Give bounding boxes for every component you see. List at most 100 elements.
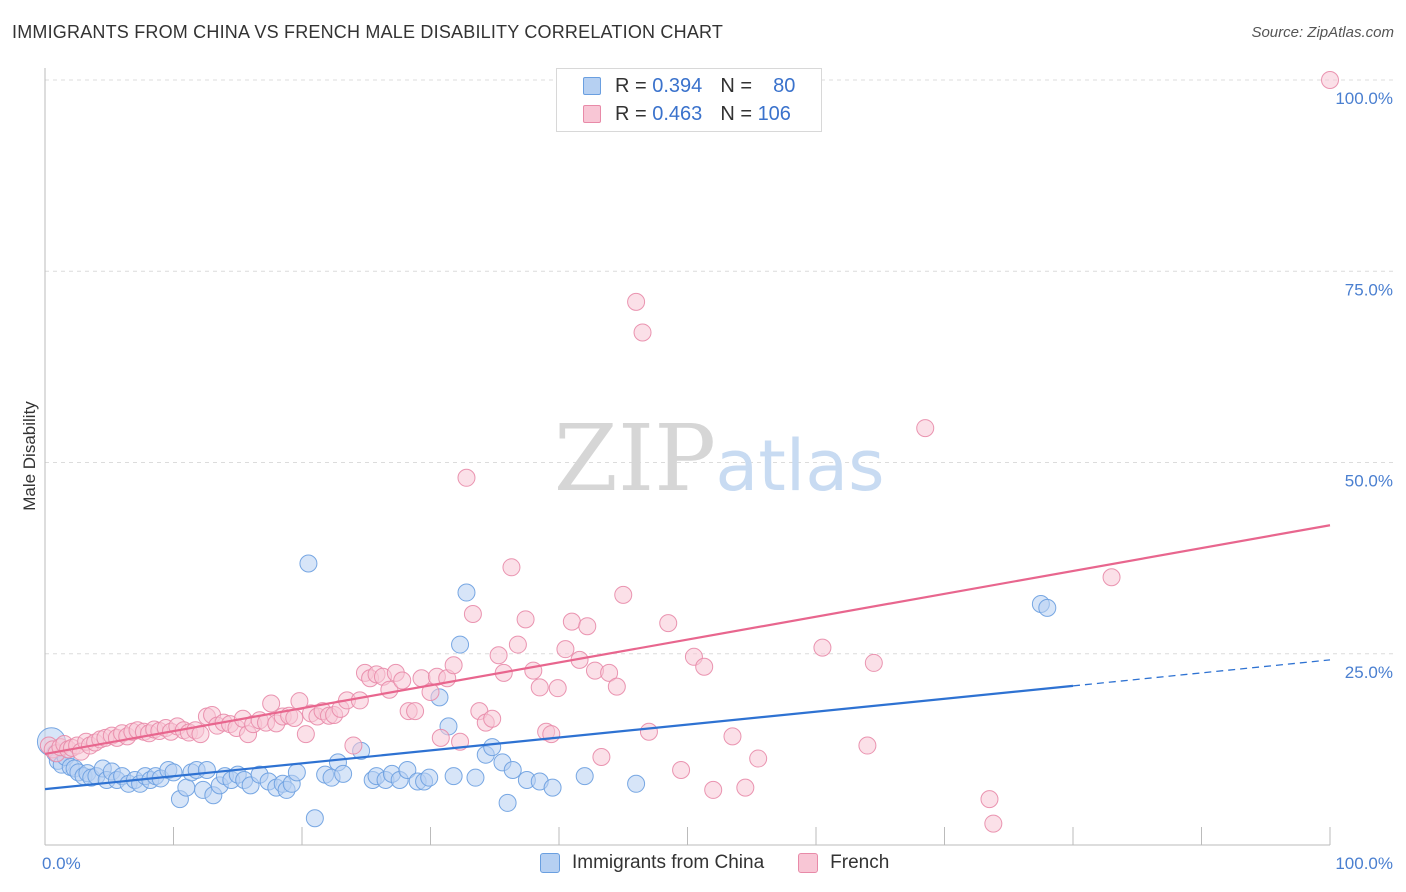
french-point <box>916 419 935 438</box>
french-point <box>858 736 877 755</box>
r-value: 0.463 <box>652 102 703 125</box>
french-point <box>980 790 999 809</box>
french-point <box>463 604 482 623</box>
china-point <box>627 774 646 793</box>
french-point <box>502 558 521 577</box>
china-trend-line <box>44 684 1074 791</box>
french-point <box>592 748 611 767</box>
legend-swatch-china <box>583 77 601 95</box>
china-point <box>444 767 463 786</box>
n-label: N = <box>720 102 752 125</box>
french-point <box>556 640 575 659</box>
legend-label-french: French <box>830 852 890 873</box>
y-tick-label: 25.0% <box>1345 663 1393 682</box>
french-point <box>444 656 463 675</box>
data-points <box>36 71 1339 833</box>
n-label: N = <box>720 74 752 97</box>
source-note: Source: ZipAtlas.com <box>1251 24 1394 41</box>
chart-title: IMMIGRANTS FROM CHINA VS FRENCH MALE DIS… <box>12 22 724 42</box>
french-point <box>431 728 450 747</box>
french-point <box>736 778 755 797</box>
french-point <box>262 694 281 713</box>
french-point <box>1321 71 1339 89</box>
legend-row-french: R = 0.463 N = 106 <box>583 101 791 127</box>
y-tick-label: 100.0% <box>1335 89 1393 108</box>
french-point <box>421 683 440 701</box>
watermark-atlas: atlas <box>715 425 884 507</box>
french-point <box>393 671 412 690</box>
stats-legend: R = 0.394 N = 80 R = 0.463 N = 106 <box>556 68 822 132</box>
grid-lines <box>45 79 1395 655</box>
legend-swatch-french <box>583 105 601 123</box>
legend-item-china[interactable]: Immigrants from China <box>540 852 764 874</box>
french-point <box>406 702 425 721</box>
y-tick-label: 50.0% <box>1345 472 1393 491</box>
french-point <box>627 292 646 311</box>
legend-swatch-french <box>798 853 819 873</box>
axes <box>44 68 1331 846</box>
french-point <box>483 709 502 728</box>
french-point <box>659 614 678 633</box>
n-value: 80 <box>773 74 796 97</box>
china-trend-extension <box>1072 659 1331 687</box>
r-label: R = <box>615 102 647 125</box>
china-point <box>451 635 470 654</box>
french-point <box>614 585 633 604</box>
french-point <box>864 653 883 672</box>
watermark-zip: ZIP <box>554 405 716 512</box>
tick-labels: 25.0% 50.0% 75.0% 100.0% 0.0% 100.0% <box>42 89 1393 873</box>
china-point <box>466 768 485 787</box>
y-axis-label: Male Disability <box>20 401 39 511</box>
y-tick-label: 75.0% <box>1345 280 1393 299</box>
x-tick-label: 100.0% <box>1335 854 1393 873</box>
legend-row-china: R = 0.394 N = 80 <box>583 73 795 99</box>
china-point <box>457 583 476 602</box>
china-point <box>164 763 183 782</box>
french-point <box>813 638 832 657</box>
french-point <box>344 736 363 755</box>
r-value: 0.394 <box>652 74 703 97</box>
french-point <box>607 677 626 696</box>
legend-label-china: Immigrants from China <box>572 852 765 873</box>
r-label: R = <box>615 74 647 97</box>
french-point <box>1102 568 1121 587</box>
french-point <box>548 679 567 698</box>
china-point <box>575 767 594 786</box>
china-point <box>398 761 417 780</box>
french-point <box>562 612 581 631</box>
french-point <box>578 617 597 636</box>
china-point <box>420 768 439 787</box>
french-point <box>672 761 691 780</box>
french-point <box>704 780 723 799</box>
n-value: 106 <box>757 102 791 125</box>
french-point <box>516 610 535 629</box>
french-point <box>723 727 742 746</box>
legend-swatch-china <box>540 853 560 873</box>
french-point <box>633 323 652 342</box>
legend-item-french[interactable]: French <box>798 852 889 874</box>
series-legend: Immigrants from China French <box>540 852 923 874</box>
french-trend-line <box>44 524 1331 756</box>
french-point <box>457 468 476 487</box>
china-point <box>483 738 502 757</box>
french-point <box>285 709 304 728</box>
china-point <box>177 778 196 797</box>
china-point <box>503 761 522 780</box>
french-point <box>695 657 714 676</box>
french-point <box>489 646 508 665</box>
china-point <box>305 809 324 828</box>
french-point <box>508 635 527 654</box>
french-point <box>984 814 1003 833</box>
french-point <box>639 722 658 741</box>
french-point <box>542 725 561 744</box>
trend-lines <box>44 524 1331 791</box>
french-point <box>530 678 549 697</box>
china-point <box>334 764 353 783</box>
china-point <box>287 763 306 782</box>
french-point <box>524 661 543 680</box>
china-point <box>197 761 216 780</box>
china-point <box>498 793 517 812</box>
china-point <box>299 554 318 573</box>
french-point <box>350 691 369 710</box>
